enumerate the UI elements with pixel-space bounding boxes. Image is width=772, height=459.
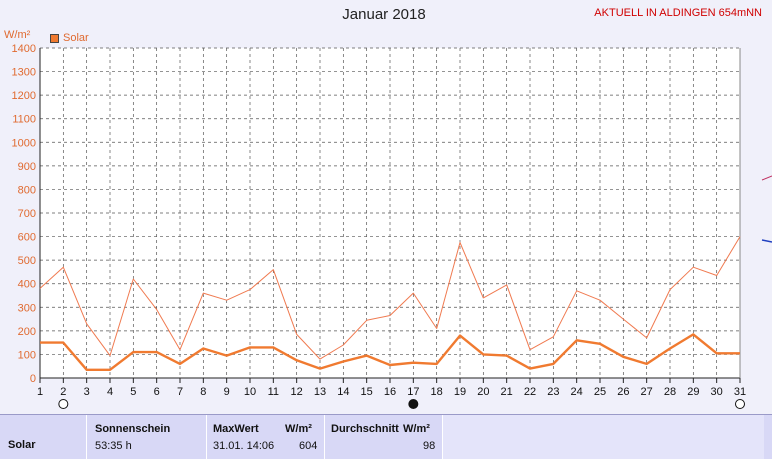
y-tick-label: 1100 (12, 114, 36, 126)
y-tick-label: 300 (18, 302, 36, 314)
chart-title: Januar 2018 (342, 6, 426, 23)
x-tick-label: 9 (224, 386, 230, 398)
y-tick-label: 500 (18, 255, 36, 267)
sonnenschein-value: 53:35 h (95, 440, 132, 452)
x-tick-label: 8 (200, 386, 206, 398)
y-tick-label: 700 (18, 208, 36, 220)
y-tick-label: 1000 (12, 137, 36, 149)
moon-full-icon (735, 399, 745, 409)
x-tick-label: 2 (60, 386, 66, 398)
x-tick-label: 19 (454, 386, 466, 398)
y-tick-label: 900 (18, 161, 36, 173)
x-tick-label: 31 (734, 386, 746, 398)
row-label: Solar (8, 439, 36, 451)
maxwert-unit: W/m² (285, 423, 312, 435)
x-tick-label: 30 (711, 386, 723, 398)
legend-label-solar: Solar (63, 32, 89, 44)
x-tick-label: 11 (268, 386, 279, 398)
y-tick-label: 400 (18, 279, 36, 291)
y-tick-label: 0 (30, 373, 36, 385)
chart-canvas: 0 100 200 300 400 500 600 700 800 900 1000 1100 1200… (12, 43, 772, 409)
x-tick-label: 16 (384, 386, 396, 398)
maxwert-date: 31.01. 14:06 (213, 440, 275, 452)
x-tick-label: 25 (594, 386, 606, 398)
series-line-max (39, 236, 741, 360)
maxwert-cell: MaxWert W/m² 31.01. 14:06 604 (206, 415, 324, 459)
maxwert-value: 604 (299, 440, 318, 452)
moon-new-icon (408, 399, 419, 409)
x-tick-label: 12 (291, 386, 303, 398)
durchschnitt-header: Durchschnitt (331, 423, 399, 435)
x-tick-label: 5 (130, 386, 136, 398)
edge-mark-blue (761, 239, 772, 243)
y-tick-label: 1300 (12, 67, 36, 79)
x-tick-label: 15 (361, 386, 373, 398)
x-tick-label: 10 (244, 386, 256, 398)
y-tick-label: 800 (18, 184, 36, 196)
summary-table: Solar Sonnenschein 53:35 h MaxWert W/m² … (0, 414, 772, 459)
x-tick-label: 6 (154, 386, 160, 398)
station-header: AKTUELL IN ALDINGEN 654mNN (594, 7, 762, 19)
x-tick-label: 28 (664, 386, 676, 398)
y-tick-label: 600 (18, 232, 36, 244)
x-tick-label: 14 (337, 386, 349, 398)
series-line-avg (40, 333, 740, 371)
y-tick-label: 1400 (12, 43, 36, 55)
x-tick-label: 17 (407, 386, 419, 398)
durchschnitt-value: 98 (423, 440, 436, 452)
x-tick-label: 29 (687, 386, 699, 398)
x-tick-label: 3 (84, 386, 90, 398)
y-tick-label: 1200 (12, 90, 36, 102)
x-tick-label: 1 (37, 386, 43, 398)
y-tick-label: 100 (18, 349, 36, 361)
sonnenschein-header: Sonnenschein (95, 423, 171, 435)
x-tick-label: 7 (177, 386, 183, 398)
x-tick-label: 22 (524, 386, 536, 398)
x-tick-label: 20 (477, 386, 489, 398)
sonnenschein-cell: Sonnenschein 53:35 h (86, 415, 206, 459)
legend-swatch-solar (50, 33, 59, 43)
durchschnitt-cell: Durchschnitt W/m² 98 (324, 415, 442, 459)
maxwert-header: MaxWert (213, 423, 259, 435)
durchschnitt-unit: W/m² (403, 423, 430, 435)
chart-legend: Solar (50, 32, 89, 44)
x-tick-label: 23 (547, 386, 559, 398)
empty-cell (442, 415, 764, 459)
edge-mark-red (761, 175, 772, 181)
x-tick-label: 21 (501, 386, 513, 398)
row-label-cell: Solar (0, 415, 86, 459)
y-tick-label: 200 (18, 326, 36, 338)
x-tick-label: 13 (314, 386, 326, 398)
x-tick-label: 24 (571, 386, 583, 398)
x-tick-label: 18 (431, 386, 443, 398)
x-tick-label: 27 (641, 386, 653, 398)
moon-full-icon (58, 399, 69, 409)
x-tick-label: 4 (107, 386, 113, 398)
y-axis-unit: W/m² (4, 29, 31, 41)
x-tick-label: 26 (617, 386, 629, 398)
